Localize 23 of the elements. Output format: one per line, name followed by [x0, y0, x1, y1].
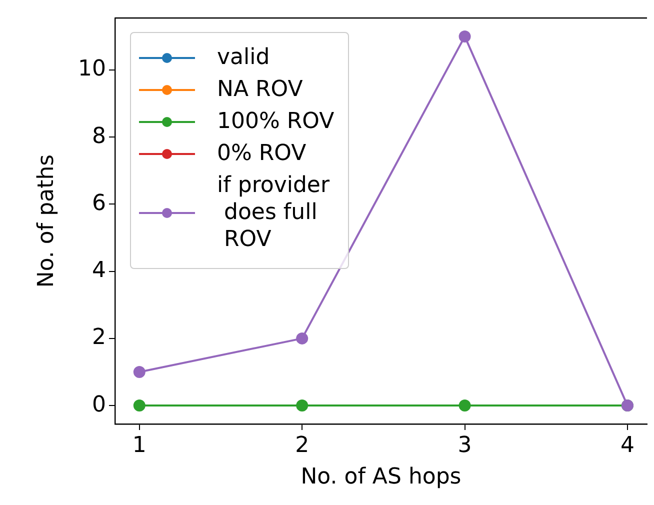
x-tick-label: 2	[295, 432, 310, 458]
y-tick-label: 4	[92, 258, 106, 284]
point	[133, 400, 146, 412]
x-axis-title: No. of AS hops	[300, 464, 462, 490]
point	[133, 366, 146, 378]
y-tick-label: 10	[78, 56, 106, 82]
y-axis-title: No. of paths	[34, 154, 59, 288]
x-tick-label: 1	[132, 432, 146, 458]
legend-label: 100% ROV	[217, 108, 334, 135]
y-tick-label: 2	[92, 325, 106, 350]
legend-label: if provider does full ROV	[217, 172, 330, 253]
x-tick-label: 4	[620, 432, 634, 458]
point	[296, 400, 308, 412]
legend-label: NA ROV	[217, 76, 303, 103]
point	[296, 332, 308, 344]
legend-label: valid	[217, 44, 270, 71]
point	[458, 400, 471, 412]
point	[458, 30, 471, 42]
legend-label: 0% ROV	[217, 140, 306, 167]
y-tick-label: 8	[92, 124, 106, 149]
y-tick-label: 6	[92, 190, 106, 216]
x-tick-label: 3	[458, 432, 472, 458]
y-tick-label: 0	[92, 392, 106, 418]
